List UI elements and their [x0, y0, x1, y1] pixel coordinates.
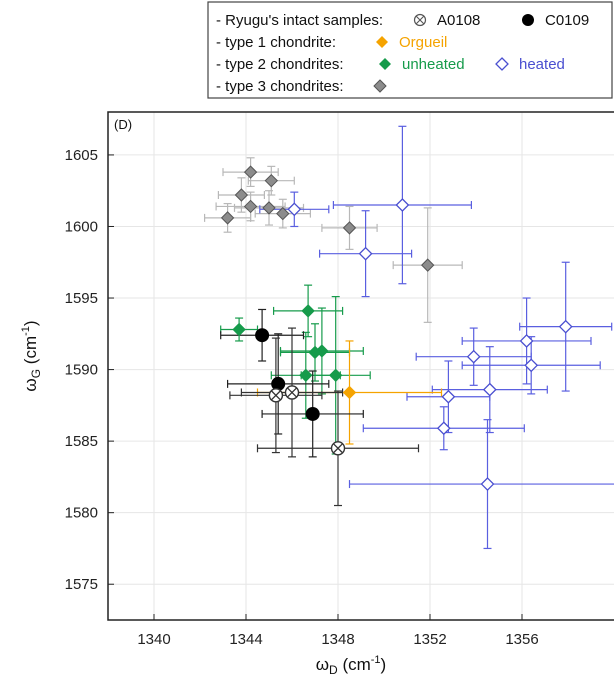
y-tick-label: 1575 — [65, 576, 98, 593]
legend-row-label: - type 2 chondrites: — [216, 56, 344, 73]
plot-frame — [107, 111, 614, 621]
type3-point — [243, 165, 258, 179]
unheated-point — [308, 345, 322, 360]
legend-entry-label: heated — [519, 56, 565, 73]
x-tick-label: 1340 — [137, 631, 170, 648]
legend-marker — [495, 57, 509, 71]
y-tick-label: 1590 — [65, 362, 98, 379]
type3-point — [234, 188, 249, 202]
legend-diamond-gray — [373, 79, 387, 93]
legend-diamond-green — [379, 58, 391, 70]
y-tick-label: 1605 — [65, 147, 98, 164]
legend-marker — [376, 36, 388, 48]
legend-marker — [413, 13, 427, 27]
legend-diamond-open — [495, 57, 509, 71]
a0108-point-x2 — [271, 390, 281, 400]
legend-circle-x-2 — [416, 16, 424, 24]
y-tick-label: 1595 — [65, 290, 98, 307]
series-c0109-markers — [255, 328, 320, 421]
panel-label: (D) — [114, 117, 132, 132]
type3-point — [262, 201, 276, 215]
legend: - Ryugu's intact samples: A0108 C0109 - typ… — [207, 1, 613, 99]
grid — [108, 112, 614, 620]
a0108-point-x2 — [333, 443, 343, 453]
c0109-point — [305, 406, 320, 421]
legend-entry-label: A0108 — [437, 12, 480, 29]
data-points — [204, 125, 614, 550]
series-a0108-markers — [268, 385, 346, 456]
type3-point — [276, 206, 290, 221]
x-tick-label: 1344 — [229, 631, 262, 648]
legend-marker — [379, 58, 391, 70]
y-tick-label: 1585 — [65, 433, 98, 450]
heated-point — [519, 334, 534, 348]
series-type3-markers — [220, 165, 435, 272]
legend-row-label: - type 1 chondrite: — [216, 34, 336, 51]
y-tick-label: 1580 — [65, 505, 98, 522]
series-heated-markers — [287, 198, 573, 491]
unheated-point — [301, 304, 315, 318]
heated-point — [441, 389, 456, 404]
heated-point — [482, 382, 497, 397]
type3-point — [420, 258, 435, 272]
axis-ticks: 1340 1344 1348 1352 1356 1575 1580 1585 1590 1595… — [65, 147, 539, 648]
heated-point — [480, 477, 495, 491]
legend-entry-label: C0109 — [545, 12, 589, 29]
a0108-point-x2 — [287, 387, 297, 398]
legend-row-label: - Ryugu's intact samples: — [216, 12, 383, 29]
x-tick-label: 1356 — [505, 631, 538, 648]
series-heated — [259, 125, 614, 550]
legend-entry-label: unheated — [402, 56, 465, 73]
x-tick-label: 1348 — [321, 631, 354, 648]
type3-point — [220, 211, 235, 225]
heated-point — [287, 202, 302, 217]
type3-point — [264, 173, 279, 188]
legend-box — [207, 1, 613, 99]
unheated-point — [328, 368, 343, 383]
series-unheated-markers — [232, 304, 343, 383]
heated-point — [466, 349, 481, 364]
legend-marker — [522, 14, 534, 26]
heated-point — [436, 421, 451, 436]
x-axis-title: ωD (cm-1) — [316, 654, 386, 677]
unheated-point — [232, 322, 246, 337]
legend-row-label: - type 3 chondrites: — [216, 78, 344, 95]
legend-marker — [373, 79, 387, 93]
legend-entry-label: Orgueil — [399, 34, 447, 51]
legend-diamond-orange — [376, 36, 388, 48]
type3-point — [342, 221, 357, 235]
x-tick-label: 1352 — [413, 631, 446, 648]
legend-circle-filled — [522, 14, 534, 26]
c0109-point — [255, 328, 270, 343]
type3-point — [243, 199, 258, 214]
heated-point — [524, 358, 539, 373]
orgueil-point — [342, 385, 357, 400]
series-orgueil-markers — [342, 385, 357, 400]
y-tick-label: 1600 — [65, 218, 98, 235]
unheated-point — [299, 368, 313, 383]
heated-point — [358, 246, 373, 261]
heated-point — [395, 198, 410, 212]
y-axis-title: ωG (cm-1) — [20, 320, 43, 391]
c0109-point — [271, 376, 286, 391]
heated-point — [558, 319, 573, 334]
